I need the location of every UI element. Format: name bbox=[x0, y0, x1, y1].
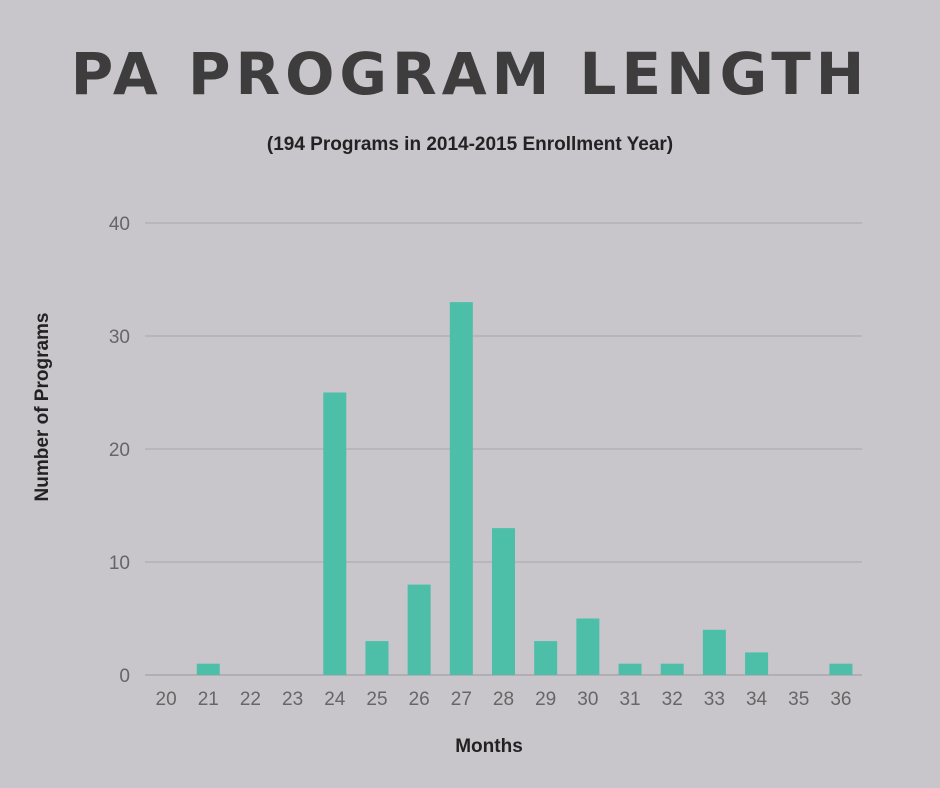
bar-27 bbox=[449, 302, 473, 675]
x-tick-label: 25 bbox=[366, 689, 387, 710]
x-tick-label: 33 bbox=[704, 689, 725, 710]
chart-subtitle: (194 Programs in 2014-2015 Enrollment Ye… bbox=[266, 134, 674, 155]
bar-28 bbox=[492, 528, 515, 675]
bar-33 bbox=[702, 629, 726, 675]
x-tick-label: 26 bbox=[409, 689, 430, 710]
bar-24 bbox=[323, 392, 347, 675]
x-tick-label: 21 bbox=[198, 689, 219, 710]
chart-title: PA PROGRAM LENGTH bbox=[70, 40, 870, 108]
y-tick-labels: 0 10 20 30 40 bbox=[109, 214, 130, 687]
y-tick-label: 0 bbox=[119, 666, 130, 687]
y-tick-label: 10 bbox=[109, 553, 130, 574]
x-tick-label: 24 bbox=[324, 689, 346, 710]
x-tick-label: 36 bbox=[830, 689, 851, 710]
bar-32 bbox=[660, 663, 684, 675]
x-tick-label: 22 bbox=[240, 689, 261, 710]
x-tick-label: 30 bbox=[577, 689, 598, 710]
x-tick-label: 20 bbox=[156, 689, 177, 710]
x-tick-label: 28 bbox=[493, 689, 514, 710]
bar-25 bbox=[365, 641, 389, 675]
x-tick-label: 35 bbox=[788, 689, 809, 710]
x-tick-labels: 20 21 22 23 24 25 26 27 28 29 30 31 32 33 34 35 36 bbox=[156, 689, 852, 710]
x-tick-label: 27 bbox=[451, 689, 472, 710]
x-axis-title: Months bbox=[455, 736, 523, 757]
y-tick-label: 30 bbox=[109, 327, 130, 348]
y-tick-label: 20 bbox=[109, 440, 130, 461]
bar-29 bbox=[534, 641, 558, 675]
bar-36 bbox=[829, 663, 853, 675]
x-tick-label: 23 bbox=[282, 689, 303, 710]
y-tick-label: 40 bbox=[109, 214, 130, 235]
bar-21 bbox=[196, 663, 220, 675]
bars bbox=[196, 302, 853, 675]
x-tick-label: 32 bbox=[662, 689, 683, 710]
x-tick-label: 31 bbox=[619, 689, 640, 710]
bar-26 bbox=[407, 584, 431, 675]
bar-34 bbox=[745, 652, 769, 675]
x-tick-label: 34 bbox=[746, 689, 768, 710]
bar-30 bbox=[576, 618, 600, 675]
bar-31 bbox=[618, 663, 642, 675]
y-axis-title: Number of Programs bbox=[32, 313, 53, 502]
x-tick-label: 29 bbox=[535, 689, 556, 710]
